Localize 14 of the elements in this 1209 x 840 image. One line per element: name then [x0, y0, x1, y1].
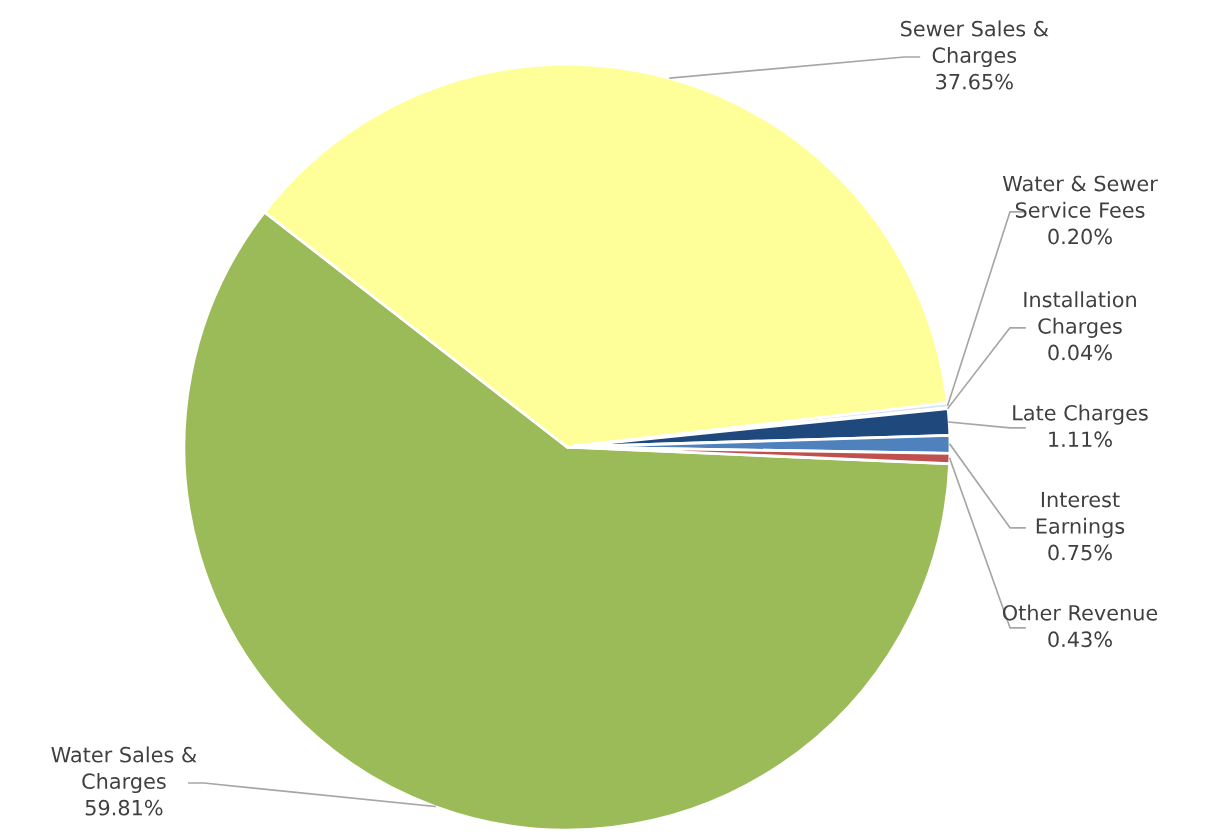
data-label: 37.65%: [936, 73, 1013, 90]
slice-label: Interest Earnings: [1036, 491, 1125, 538]
slice-label: Water Sales & Charges: [51, 746, 197, 794]
data-label: 1.11%: [1049, 431, 1112, 448]
data-label: 0.75%: [1048, 544, 1112, 561]
slice-label: Installation Charges: [1024, 291, 1136, 338]
slice-label: Late Charges: [1013, 404, 1148, 425]
data-label: 0.20%: [1048, 228, 1112, 245]
data-label: 0.43%: [1048, 631, 1112, 648]
slice-label: Sewer Sales & Charges: [900, 20, 1049, 68]
data-label: 0.04%: [1048, 344, 1112, 361]
data-label: 59.81%: [85, 799, 163, 816]
slice-label: Other Revenue: [1002, 604, 1158, 621]
slice-label: Water & Sewer Service Fees: [1002, 175, 1158, 218]
